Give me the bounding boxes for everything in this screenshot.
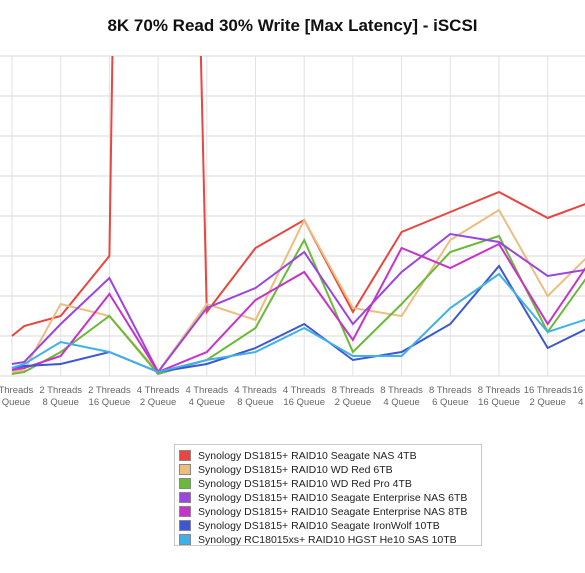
legend-swatch — [179, 450, 191, 462]
legend-label: Synology DS1815+ RAID10 Seagate NAS 4TB — [198, 449, 417, 462]
series-lines — [11, 56, 585, 376]
x-tick-label: 8 Threads — [429, 385, 472, 396]
x-tick-label: 8 Threads — [478, 385, 521, 396]
x-tick-label: 16 Threads — [572, 385, 585, 396]
legend-label: Synology DS1815+ RAID10 Seagate Enterpri… — [198, 491, 468, 504]
x-tick-label: 2 Queue — [529, 397, 565, 408]
legend-item: Synology DS1815+ RAID10 Seagate Enterpri… — [179, 491, 481, 505]
legend-item: Synology DS1815+ RAID10 Seagate IronWolf… — [179, 519, 481, 533]
x-tick-label: 8 Queue — [42, 397, 78, 408]
legend-swatch — [179, 464, 191, 476]
chart-title: 8K 70% Read 30% Write [Max Latency] - iS… — [107, 16, 478, 35]
legend-label: Synology DS1815+ RAID10 Seagate IronWolf… — [198, 519, 440, 532]
series-line-1 — [11, 56, 585, 337]
legend-label: Synology RC18015xs+ RAID10 HGST He10 SAS… — [198, 533, 457, 546]
legend-swatch — [179, 506, 191, 518]
legend-swatch — [179, 478, 191, 490]
x-tick-label: 2 Threads — [39, 385, 82, 396]
x-tick-label: 16 Queue — [478, 397, 520, 408]
legend-item: Synology RC18015xs+ RAID10 HGST He10 SAS… — [179, 533, 481, 547]
x-tick-label: 4 Threads — [137, 385, 180, 396]
x-tick-label: 16 Threads — [524, 385, 572, 396]
legend-item: Synology DS1815+ RAID10 Seagate Enterpri… — [179, 505, 481, 519]
gridlines — [0, 55, 585, 377]
series-line-4 — [11, 232, 585, 374]
x-tick-label: 4 Queue — [383, 397, 419, 408]
legend-item: Synology DS1815+ RAID10 WD Red Pro 4TB — [179, 477, 481, 491]
series-line-7 — [11, 272, 585, 374]
legend-item: Synology DS1815+ RAID10 WD Red 6TB — [179, 463, 481, 477]
legend-swatch — [179, 492, 191, 504]
series-line-3 — [11, 234, 585, 376]
x-tick-label: 1 Threads — [0, 385, 34, 396]
legend: Synology DS1815+ RAID10 Seagate NAS 4TB S… — [174, 444, 482, 546]
x-tick-label: 16 Queue — [89, 397, 131, 408]
x-tick-label: 2 Threads — [88, 385, 131, 396]
x-tick-label: 2 Queue — [335, 397, 371, 408]
x-tick-label: 8 Queue — [237, 397, 273, 408]
legend-swatch — [179, 534, 191, 546]
x-tick-label: 4 Queue — [578, 397, 585, 408]
x-tick-label: 6 Queue — [432, 397, 468, 408]
x-tick-label: 4 Threads — [234, 385, 277, 396]
legend-swatch — [179, 520, 191, 532]
legend-item: Synology DS1815+ RAID10 Seagate NAS 4TB — [179, 449, 481, 463]
x-tick-label: 4 Threads — [283, 385, 326, 396]
x-tick-label: 4 Threads — [185, 385, 228, 396]
x-tick-label: 1 Queue — [0, 397, 30, 408]
x-tick-label: 8 Threads — [380, 385, 423, 396]
series-line-5 — [11, 242, 585, 374]
legend-label: Synology DS1815+ RAID10 Seagate Enterpri… — [198, 505, 468, 518]
x-tick-label: 16 Queue — [283, 397, 325, 408]
legend-label: Synology DS1815+ RAID10 WD Red Pro 4TB — [198, 477, 412, 490]
legend-label: Synology DS1815+ RAID10 WD Red 6TB — [198, 463, 393, 476]
x-tick-label: 8 Threads — [332, 385, 375, 396]
series-line-6 — [11, 264, 585, 374]
x-tick-label: 2 Queue — [140, 397, 176, 408]
x-tick-label: 4 Queue — [189, 397, 225, 408]
